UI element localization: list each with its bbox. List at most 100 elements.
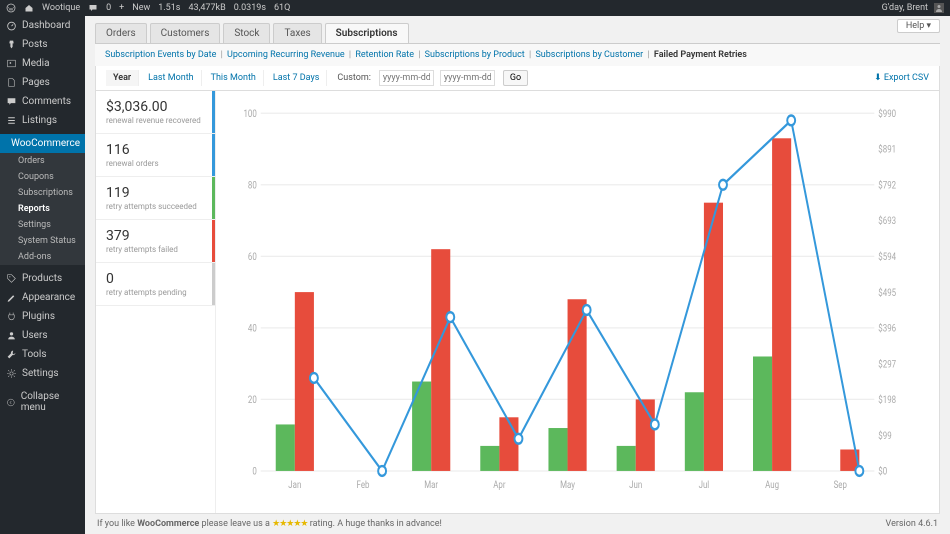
sidebar-item-users[interactable]: Users [0,326,85,345]
wrench-icon [6,349,17,360]
svg-text:$0: $0 [878,466,887,478]
sidebar-item-dashboard[interactable]: Dashboard [0,16,85,35]
svg-text:Sep: Sep [834,480,847,491]
svg-text:Feb: Feb [357,480,370,491]
sidebar-item-posts[interactable]: Posts [0,35,85,54]
date-to-input[interactable] [440,70,495,86]
range-last-month[interactable]: Last Month [141,70,201,86]
legend-item[interactable]: 119 retry attempts succeeded [96,177,215,220]
svg-text:Aug: Aug [765,480,779,491]
tab-subscriptions[interactable]: Subscriptions [325,23,409,43]
sidebar-item-pages[interactable]: Pages [0,73,85,92]
product-icon [6,273,17,284]
sidebar-sub-system-status[interactable]: System Status [0,233,85,249]
sidebar-label: Settings [22,368,59,379]
sidebar-sub-orders[interactable]: Orders [0,153,85,169]
report-link[interactable]: Subscriptions by Customer [535,50,643,60]
go-button[interactable]: Go [503,70,528,86]
sidebar-label: Collapse menu [21,391,79,413]
sidebar-sub-reports[interactable]: Reports [0,201,85,217]
report-link[interactable]: Upcoming Recurring Revenue [227,50,345,60]
svg-text:Mar: Mar [424,480,438,491]
sidebar-sub-subscriptions[interactable]: Subscriptions [0,185,85,201]
chart-area: 020406080100$0$99$198$297$396$495$594$69… [216,91,939,513]
plug-icon [6,311,17,322]
legend-item[interactable]: $3,036.00 renewal revenue recovered [96,91,215,134]
svg-text:$594: $594 [878,251,896,263]
sidebar-item-products[interactable]: Products [0,269,85,288]
svg-text:$891: $891 [878,144,896,156]
report-link[interactable]: Subscriptions by Product [425,50,525,60]
range-this-month[interactable]: This Month [204,70,264,86]
wp-logo-icon[interactable] [6,3,16,13]
footer-text: If you like WooCommerce please leave us … [97,519,442,529]
sidebar-item-appearance[interactable]: Appearance [0,288,85,307]
sidebar-item-comments[interactable]: Comments [0,92,85,111]
export-csv-link[interactable]: ⬇ Export CSV [874,73,929,83]
list-icon [6,115,17,126]
svg-text:Jun: Jun [629,480,642,491]
date-from-input[interactable] [379,70,434,86]
metric-3: 61Q [274,3,290,13]
svg-text:100: 100 [243,109,256,120]
comment-icon [6,96,17,107]
tab-taxes[interactable]: Taxes [273,23,321,43]
legend-value: $3,036.00 [106,99,205,115]
report-link[interactable]: Retention Rate [355,50,414,60]
sidebar-item-listings[interactable]: Listings [0,111,85,130]
sidebar-item-plugins[interactable]: Plugins [0,307,85,326]
legend-label: retry attempts failed [106,245,205,254]
sidebar-label: Products [22,273,62,284]
legend-label: retry attempts pending [106,288,205,297]
dashboard-icon [6,20,17,31]
legend-item[interactable]: 0 retry attempts pending [96,263,215,306]
comment-count[interactable]: 0 [106,3,111,13]
user-greeting[interactable]: G'day, Brent [882,3,928,13]
range-last-7-days[interactable]: Last 7 Days [266,70,328,86]
sidebar-item-settings[interactable]: Settings [0,364,85,383]
home-icon[interactable] [24,3,34,13]
metric-1: 43,477kB [188,3,225,13]
range-year[interactable]: Year [106,70,139,86]
new-link[interactable]: New [132,3,150,13]
svg-text:$99: $99 [878,430,891,442]
report-tabs: OrdersCustomersStockTaxesSubscriptions [85,23,950,43]
svg-text:$792: $792 [878,180,896,192]
svg-text:May: May [560,480,576,491]
tab-customers[interactable]: Customers [150,23,221,43]
metric-0: 1.51s [158,3,180,13]
sidebar-collapse[interactable]: Collapse menu [0,387,85,417]
svg-text:$396: $396 [878,323,896,335]
sidebar-sub-settings[interactable]: Settings [0,217,85,233]
avatar-icon[interactable] [934,3,944,13]
svg-text:Jul: Jul [699,480,710,491]
sidebar-item-tools[interactable]: Tools [0,345,85,364]
sidebar-label: Media [22,58,50,69]
sidebar-sub-add-ons[interactable]: Add-ons [0,249,85,265]
svg-text:0: 0 [252,467,256,478]
site-name[interactable]: Wootique [42,3,80,13]
sidebar-label: Pages [22,77,50,88]
legend-item[interactable]: 116 renewal orders [96,134,215,177]
svg-text:$198: $198 [878,394,896,406]
legend-item[interactable]: 379 retry attempts failed [96,220,215,263]
report-link[interactable]: Subscription Events by Date [105,50,216,60]
sidebar-sub-coupons[interactable]: Coupons [0,169,85,185]
tab-orders[interactable]: Orders [95,23,147,43]
brush-icon [6,292,17,303]
sidebar-label: Comments [22,96,71,107]
plus-icon[interactable]: + [119,3,124,13]
sidebar-item-media[interactable]: Media [0,54,85,73]
users-icon [6,330,17,341]
chart-legend: $3,036.00 renewal revenue recovered 116 … [96,91,216,513]
legend-value: 119 [106,185,205,201]
legend-value: 0 [106,271,205,287]
metric-2: 0.0319s [234,3,266,13]
legend-label: renewal orders [106,159,205,168]
sidebar-item-woocommerce[interactable]: WooCommerce [0,134,85,153]
tab-stock[interactable]: Stock [223,23,270,43]
sidebar-label: Plugins [22,311,55,322]
media-icon [6,58,17,69]
comment-icon[interactable] [88,3,98,13]
footer-version: Version 4.6.1 [886,519,938,529]
